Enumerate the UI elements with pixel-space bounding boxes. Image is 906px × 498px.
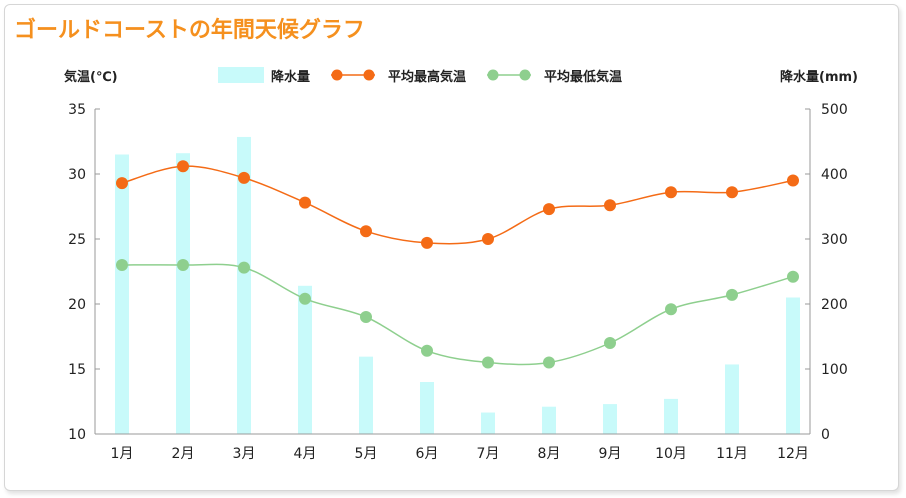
max-temp-line xyxy=(121,165,794,245)
chart-frame xyxy=(4,4,899,491)
min-temp-point xyxy=(116,259,128,271)
left-tick-label: 20 xyxy=(68,297,86,313)
x-tick-label: 11月 xyxy=(716,446,748,462)
left-tick-label: 35 xyxy=(68,102,86,118)
x-tick-label: 1月 xyxy=(111,446,134,462)
max-temp-point xyxy=(482,233,494,245)
x-tick-label: 8月 xyxy=(538,446,561,462)
max-temp-point xyxy=(177,160,189,173)
x-tick-label: 7月 xyxy=(477,446,500,462)
left-tick-label: 10 xyxy=(68,427,86,443)
legend-marker-min-temp xyxy=(487,69,499,81)
x-tick-label: 3月 xyxy=(233,446,256,462)
max-temp-point xyxy=(543,203,555,216)
precipitation-bar xyxy=(298,285,312,434)
min-temp-point xyxy=(726,288,738,301)
min-temp-line xyxy=(121,263,794,366)
precipitation-bar xyxy=(359,356,373,434)
legend: 降水量 平均最高気温 平均最低気温 xyxy=(218,67,622,85)
x-tick-label: 6月 xyxy=(416,446,439,462)
x-tick-label: 4月 xyxy=(294,446,317,462)
max-temp-point xyxy=(421,236,433,249)
max-temp-point xyxy=(787,174,799,187)
min-temp-point xyxy=(299,292,311,305)
precipitation-bars xyxy=(115,136,800,434)
precipitation-bar xyxy=(237,136,251,434)
min-temp-point xyxy=(604,337,616,349)
min-temp-point xyxy=(482,356,494,369)
left-tick-label: 15 xyxy=(68,362,86,378)
precipitation-bar xyxy=(664,398,678,434)
x-tick-label: 2月 xyxy=(172,446,195,462)
min-temp-point xyxy=(665,303,677,316)
max-temp-point xyxy=(360,225,372,238)
max-temp-point xyxy=(665,186,677,199)
right-tick-label: 0 xyxy=(821,427,830,443)
left-tick-label: 25 xyxy=(68,232,86,248)
min-temp-point xyxy=(177,259,189,271)
legend-label-max-temp: 平均最高気温 xyxy=(388,69,466,85)
precipitation-bar xyxy=(176,153,190,434)
precipitation-bar xyxy=(420,382,434,434)
right-axis-title: 降水量(mm) xyxy=(780,69,858,85)
x-tick-label: 12月 xyxy=(777,446,809,462)
precipitation-bar xyxy=(786,297,800,434)
precipitation-bar xyxy=(725,364,739,434)
right-tick-label: 400 xyxy=(821,167,848,183)
max-temp-point xyxy=(726,186,738,199)
right-tick-label: 100 xyxy=(821,362,848,378)
right-tick-label: 500 xyxy=(821,102,848,118)
precipitation-bar xyxy=(115,154,129,434)
right-tick-label: 300 xyxy=(821,232,848,248)
legend-marker-max-temp xyxy=(331,69,343,81)
min-temp-point xyxy=(543,356,555,369)
min-temp-point xyxy=(421,344,433,357)
max-temp-point xyxy=(116,177,128,190)
axes: 10 15 20 25 30 35 0 100 200 300 400 500 1月 2月 3月 4月 5月 6月… xyxy=(68,102,848,462)
min-temp-point xyxy=(360,311,372,323)
left-tick-label: 30 xyxy=(68,167,86,183)
left-axis-title: 気温(℃) xyxy=(64,69,118,85)
min-temp-point xyxy=(238,261,250,274)
precipitation-bar xyxy=(603,404,617,434)
max-temp-point xyxy=(604,199,616,212)
chart-title: ゴールドコーストの年間天候グラフ xyxy=(14,18,365,43)
legend-label-min-temp: 平均最低気温 xyxy=(544,69,622,85)
precipitation-bar xyxy=(481,412,495,434)
max-temp-point xyxy=(238,171,250,184)
legend-marker-max-temp xyxy=(363,69,375,81)
legend-marker-min-temp xyxy=(519,69,531,81)
x-tick-label: 10月 xyxy=(655,446,687,462)
precipitation-bar xyxy=(542,406,556,434)
x-tick-label: 5月 xyxy=(355,446,378,462)
max-temp-point xyxy=(299,196,311,209)
min-temp-point xyxy=(787,270,799,283)
legend-label-precipitation: 降水量 xyxy=(271,69,310,85)
x-tick-label: 9月 xyxy=(599,446,622,462)
right-tick-label: 200 xyxy=(821,297,848,313)
temperature-lines xyxy=(116,160,799,369)
legend-swatch-precipitation xyxy=(218,67,264,83)
